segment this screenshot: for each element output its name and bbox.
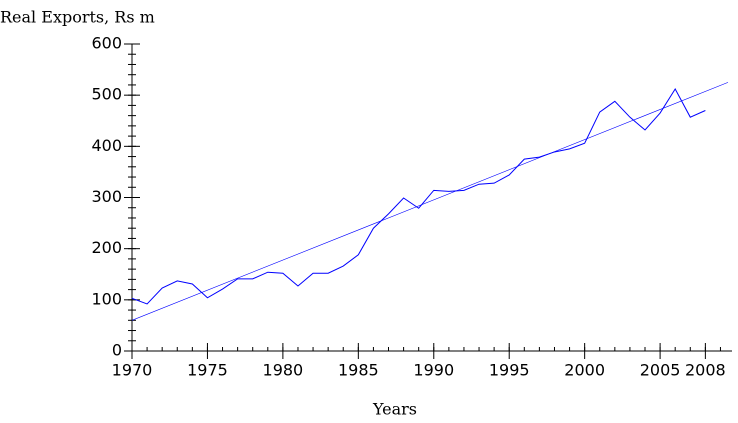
y-tick-label: 300 (91, 187, 122, 206)
chart-title: Real Exports, Rs m (0, 8, 155, 27)
y-tick-label: 600 (91, 34, 122, 53)
x-tick-label: 2005 (640, 361, 681, 380)
y-tick-label: 500 (91, 85, 122, 104)
x-tick-label: 1975 (187, 361, 228, 380)
y-tick-label: 0 (112, 341, 122, 360)
x-tick-label: 2008 (685, 361, 726, 380)
x-tick-label: 1970 (112, 361, 153, 380)
trend-line (131, 82, 729, 321)
y-tick-label: 100 (91, 289, 122, 308)
x-tick-label: 1985 (338, 361, 379, 380)
data-line (131, 88, 706, 305)
x-axis-label: Years (372, 400, 417, 419)
y-tick-label: 200 (91, 238, 122, 257)
x-tick-label: 1980 (263, 361, 304, 380)
x-tick-label: 2000 (564, 361, 605, 380)
y-tick-label: 400 (91, 136, 122, 155)
x-tick-label: 1995 (489, 361, 530, 380)
x-tick-label: 1990 (413, 361, 454, 380)
